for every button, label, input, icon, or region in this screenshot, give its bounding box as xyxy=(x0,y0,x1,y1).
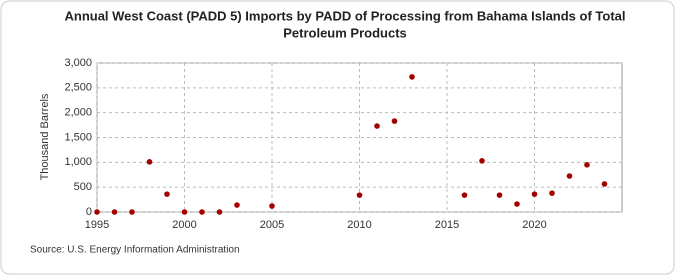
point xyxy=(514,201,520,207)
point xyxy=(549,190,555,196)
x-tick-label: 2010 xyxy=(347,219,371,231)
y-axis-label: Thousand Barrels xyxy=(39,93,51,180)
point xyxy=(374,123,380,129)
point xyxy=(601,181,608,187)
point xyxy=(269,203,275,209)
point xyxy=(409,74,415,80)
x-tick-label: 1995 xyxy=(85,219,109,231)
source: Source: U.S. Energy Information Administ… xyxy=(30,245,240,256)
chart-title: Annual West Coast (PADD 5) Imports by PA… xyxy=(64,8,625,23)
point xyxy=(111,209,118,215)
x-tick-label: 2020 xyxy=(522,219,546,231)
x-tick-label: 2005 xyxy=(260,219,284,231)
point xyxy=(234,202,240,208)
y-tick-label: 2,500 xyxy=(64,82,92,94)
point xyxy=(146,159,153,165)
point xyxy=(94,209,100,215)
y-tick-label: 3,000 xyxy=(64,57,92,69)
y-tick-label: 2,000 xyxy=(64,107,92,119)
point xyxy=(181,209,188,215)
point xyxy=(531,191,538,197)
point xyxy=(356,192,363,198)
point xyxy=(479,158,485,164)
y-tick-label: 1,500 xyxy=(64,131,92,143)
point xyxy=(216,209,223,215)
point xyxy=(496,192,503,198)
y-tick-label: 0 xyxy=(86,206,92,218)
x-tick-label: 2015 xyxy=(435,219,459,231)
y-tick-label: 1,000 xyxy=(64,156,92,168)
point xyxy=(129,209,135,215)
y-tick-label: 500 xyxy=(74,181,92,193)
point xyxy=(584,162,590,168)
point xyxy=(461,192,468,198)
x-tick-label: 2000 xyxy=(172,219,196,231)
chart-title: Petroleum Products xyxy=(283,25,407,40)
point xyxy=(391,118,398,124)
point xyxy=(199,209,205,215)
point xyxy=(566,173,573,179)
point xyxy=(164,191,170,197)
